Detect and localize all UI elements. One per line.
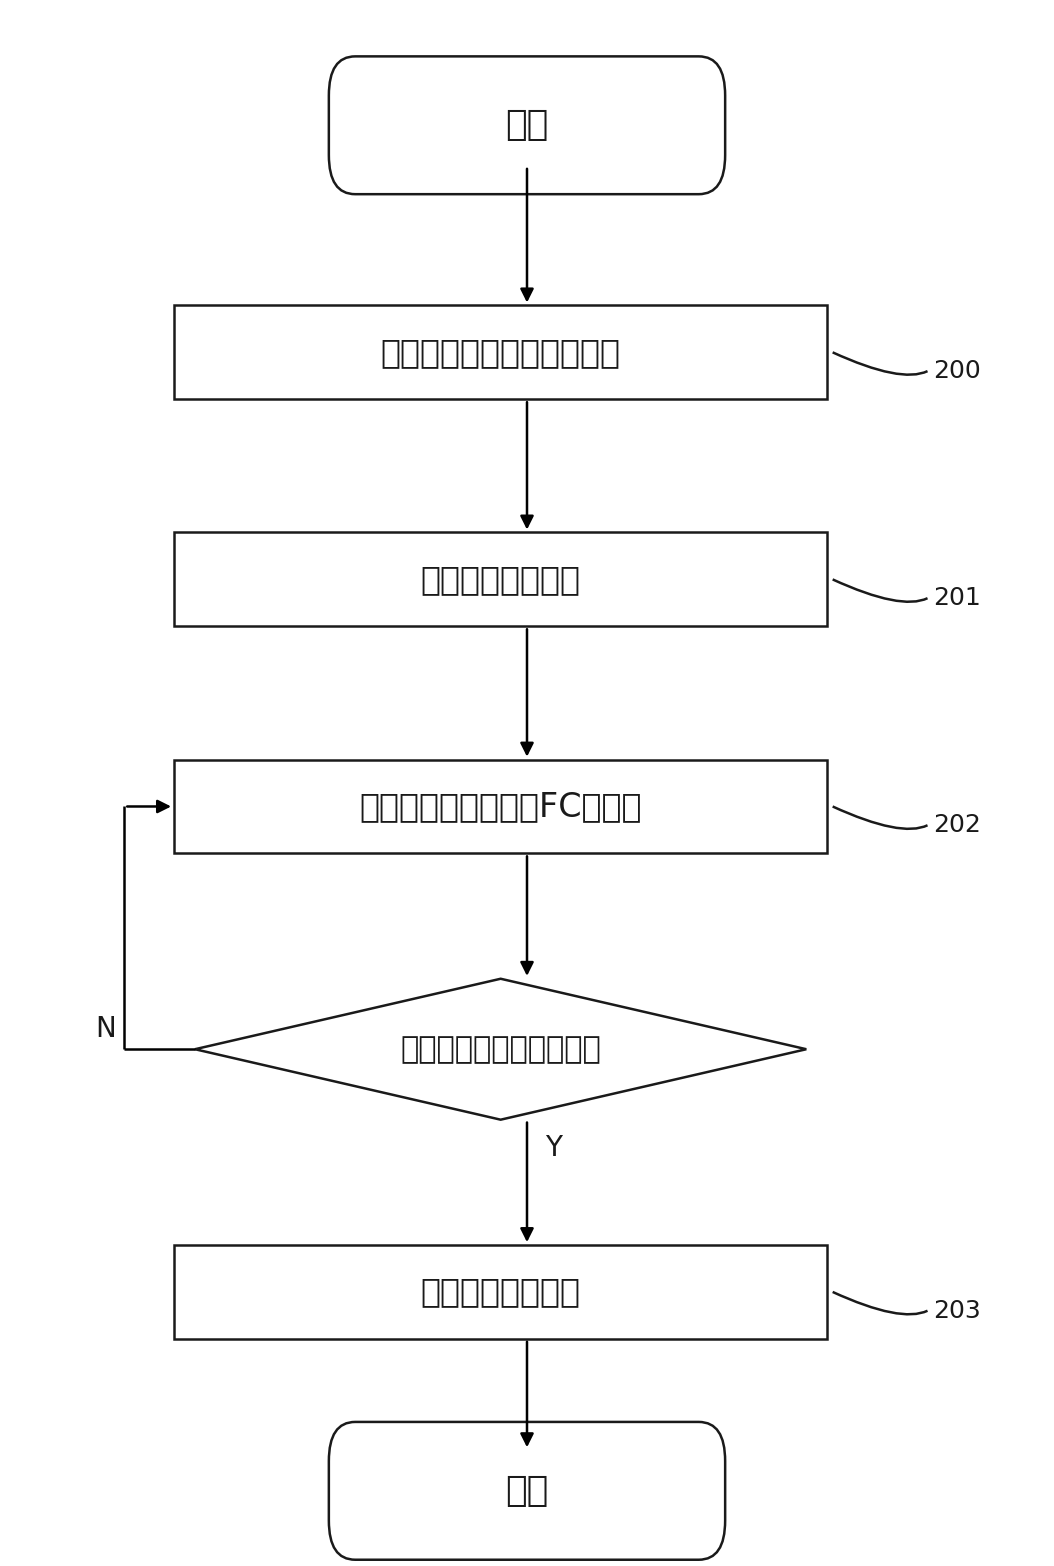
Text: 发送配置请求消息给FC交换机: 发送配置请求消息给FC交换机 [359, 789, 642, 824]
Text: 生成配置请求消息: 生成配置请求消息 [421, 562, 581, 597]
Bar [174, 760, 827, 853]
Text: 202: 202 [933, 813, 980, 838]
Text: 开始: 开始 [505, 108, 549, 143]
Text: 制定配置请求消息生成策略: 制定配置请求消息生成策略 [380, 335, 621, 370]
Bar [174, 532, 827, 626]
Text: 是否接收到配置响应消息: 是否接收到配置响应消息 [401, 1035, 601, 1063]
Text: N: N [95, 1015, 116, 1043]
Bar [174, 1245, 827, 1339]
Text: 201: 201 [933, 586, 980, 611]
FancyBboxPatch shape [329, 1422, 725, 1560]
Bar [174, 305, 827, 399]
Text: 203: 203 [933, 1298, 980, 1323]
Polygon shape [195, 979, 806, 1120]
Text: 结束: 结束 [505, 1474, 549, 1508]
FancyBboxPatch shape [329, 56, 725, 194]
Text: 200: 200 [933, 359, 980, 384]
Text: Y: Y [545, 1134, 562, 1162]
Text: 处理配置响应消息: 处理配置响应消息 [421, 1275, 581, 1309]
